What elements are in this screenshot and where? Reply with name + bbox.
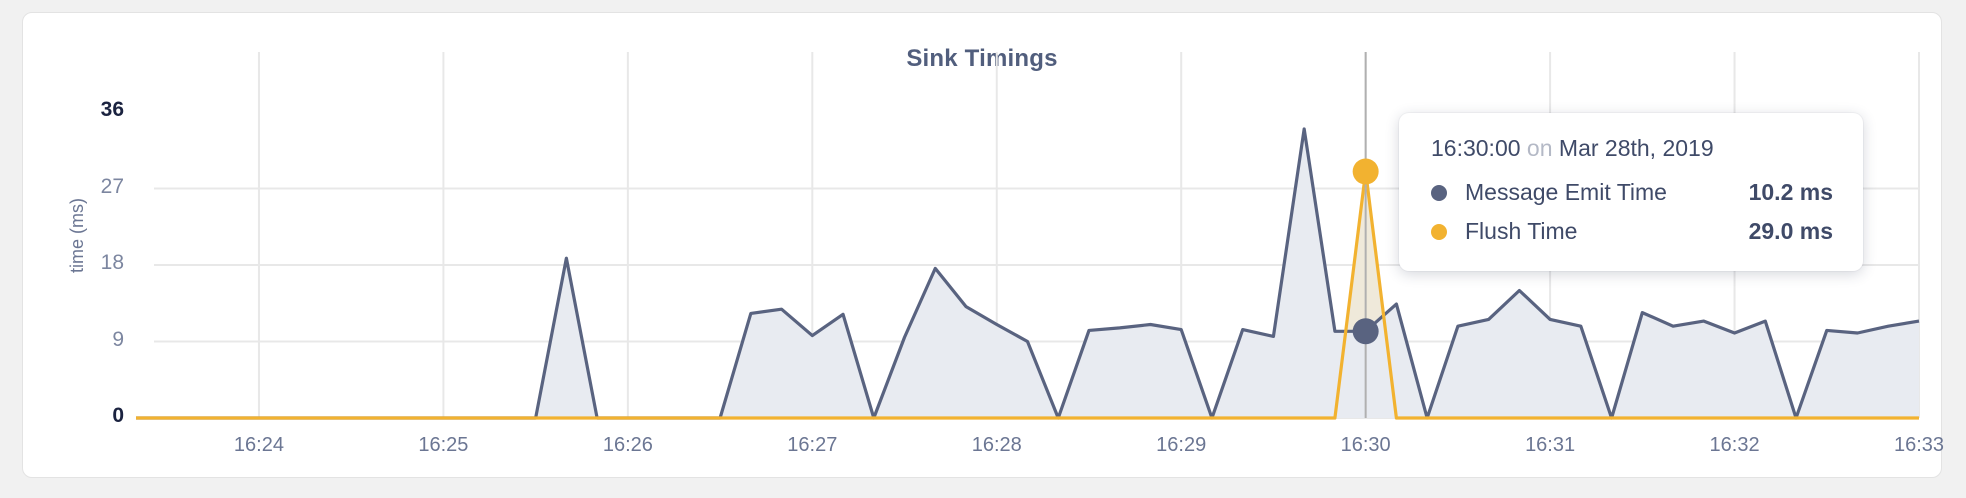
y-tick-label: 0 bbox=[112, 404, 124, 427]
x-tick-label: 16:28 bbox=[971, 434, 1022, 456]
y-tick-label: 9 bbox=[112, 327, 124, 351]
tooltip-dot-flush bbox=[1431, 223, 1447, 240]
tooltip-value-emit: 10.2 ms bbox=[1748, 179, 1833, 205]
tooltip-value-flush: 29.0 ms bbox=[1748, 218, 1833, 244]
x-tick-label: 16:25 bbox=[418, 434, 469, 456]
tooltip-date: Mar 28th, 2019 bbox=[1558, 135, 1714, 161]
y-tick-label: 36 bbox=[100, 98, 124, 121]
y-tick-label: 27 bbox=[100, 174, 124, 198]
data-point-marker bbox=[1352, 318, 1379, 345]
tooltip-row-emit: Message Emit Time 10.2 ms bbox=[1431, 173, 1833, 212]
page-title: Sink Timings bbox=[906, 45, 1058, 72]
x-tick-label: 16:31 bbox=[1525, 434, 1576, 456]
y-tick-label: 18 bbox=[100, 251, 124, 274]
chart-tooltip: 16:30:00 on Mar 28th, 2019 Message Emit … bbox=[1399, 113, 1863, 271]
x-tick-label: 16:33 bbox=[1893, 434, 1945, 456]
x-tick-label: 16:24 bbox=[233, 434, 284, 456]
tooltip-row-flush: Flush Time 29.0 ms bbox=[1431, 212, 1833, 251]
tooltip-time: 16:30:00 bbox=[1431, 135, 1521, 161]
x-tick-label: 16:26 bbox=[602, 434, 653, 456]
plot-area[interactable] bbox=[23, 13, 1941, 477]
tooltip-label-emit: Message Emit Time bbox=[1465, 179, 1667, 205]
tooltip-header: 16:30:00 on Mar 28th, 2019 bbox=[1431, 135, 1833, 162]
tooltip-label-flush: Flush Time bbox=[1465, 218, 1578, 244]
x-tick-label: 16:29 bbox=[1156, 434, 1207, 456]
x-tick-label: 16:32 bbox=[1709, 434, 1760, 456]
chart-svg[interactable] bbox=[23, 13, 1943, 479]
series-line-flush bbox=[136, 169, 1919, 420]
chart-card: Sink Timings time (ms) 0 9 18 27 36 16:24 16:… bbox=[22, 12, 1944, 478]
tooltip-dot-emit bbox=[1431, 184, 1447, 201]
data-point-marker bbox=[1352, 158, 1379, 185]
x-tick-label: 16:27 bbox=[787, 434, 838, 456]
tooltip-on-word: on bbox=[1526, 135, 1553, 161]
x-tick-label: 16:30 bbox=[1340, 434, 1391, 456]
